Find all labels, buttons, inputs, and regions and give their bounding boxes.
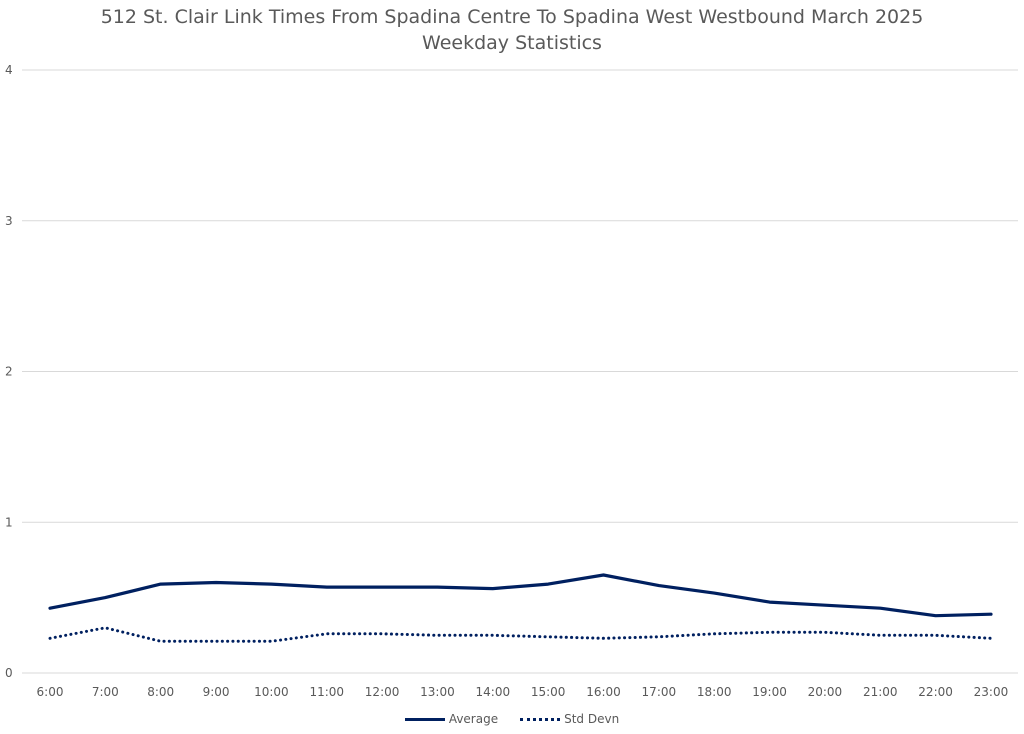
x-tick-label-11-00: 11:00 — [309, 685, 344, 699]
x-tick-label-22-00: 22:00 — [918, 685, 953, 699]
chart-title-line-2: Weekday Statistics — [422, 32, 602, 54]
x-tick-label-17-00: 17:00 — [642, 685, 677, 699]
x-tick-label-16-00: 16:00 — [586, 685, 621, 699]
x-tick-label-20-00: 20:00 — [808, 685, 843, 699]
x-tick-label-15-00: 15:00 — [531, 685, 566, 699]
legend-label-std-devn: Std Devn — [564, 712, 620, 726]
series-line-average — [48, 573, 993, 618]
legend-item-average: Average — [404, 712, 499, 726]
x-tick-label-6-00: 6:00 — [37, 685, 64, 699]
x-tick-label-19-00: 19:00 — [752, 685, 787, 699]
chart-title: 512 St. Clair Link Times From Spadina Ce… — [0, 4, 1024, 56]
x-tick-label-9-00: 9:00 — [203, 685, 230, 699]
x-tick-label-18-00: 18:00 — [697, 685, 732, 699]
x-tick-label-23-00: 23:00 — [974, 685, 1009, 699]
y-tick-label-0: 0 — [5, 666, 13, 680]
legend-item-std-devn: Std Devn — [520, 712, 619, 726]
y-tick-label-3: 3 — [5, 214, 13, 228]
x-tick-label-21-00: 21:00 — [863, 685, 898, 699]
legend-label-average: Average — [448, 712, 499, 726]
x-tick-label-14-00: 14:00 — [476, 685, 511, 699]
x-tick-label-7-00: 7:00 — [92, 685, 119, 699]
x-tick-label-12-00: 12:00 — [365, 685, 400, 699]
legend-swatch-std-devn — [520, 717, 561, 721]
y-tick-label-4: 4 — [5, 63, 13, 77]
x-tick-label-8-00: 8:00 — [147, 685, 174, 699]
x-tick-label-10-00: 10:00 — [254, 685, 289, 699]
series-line-std-devn — [48, 626, 993, 643]
y-tick-label-1: 1 — [5, 515, 13, 529]
chart-legend: Average Std Devn — [0, 712, 1024, 726]
x-tick-label-13-00: 13:00 — [420, 685, 455, 699]
chart-title-line-1: 512 St. Clair Link Times From Spadina Ce… — [100, 6, 924, 28]
y-tick-label-2: 2 — [5, 365, 13, 379]
legend-swatch-average — [404, 717, 445, 721]
